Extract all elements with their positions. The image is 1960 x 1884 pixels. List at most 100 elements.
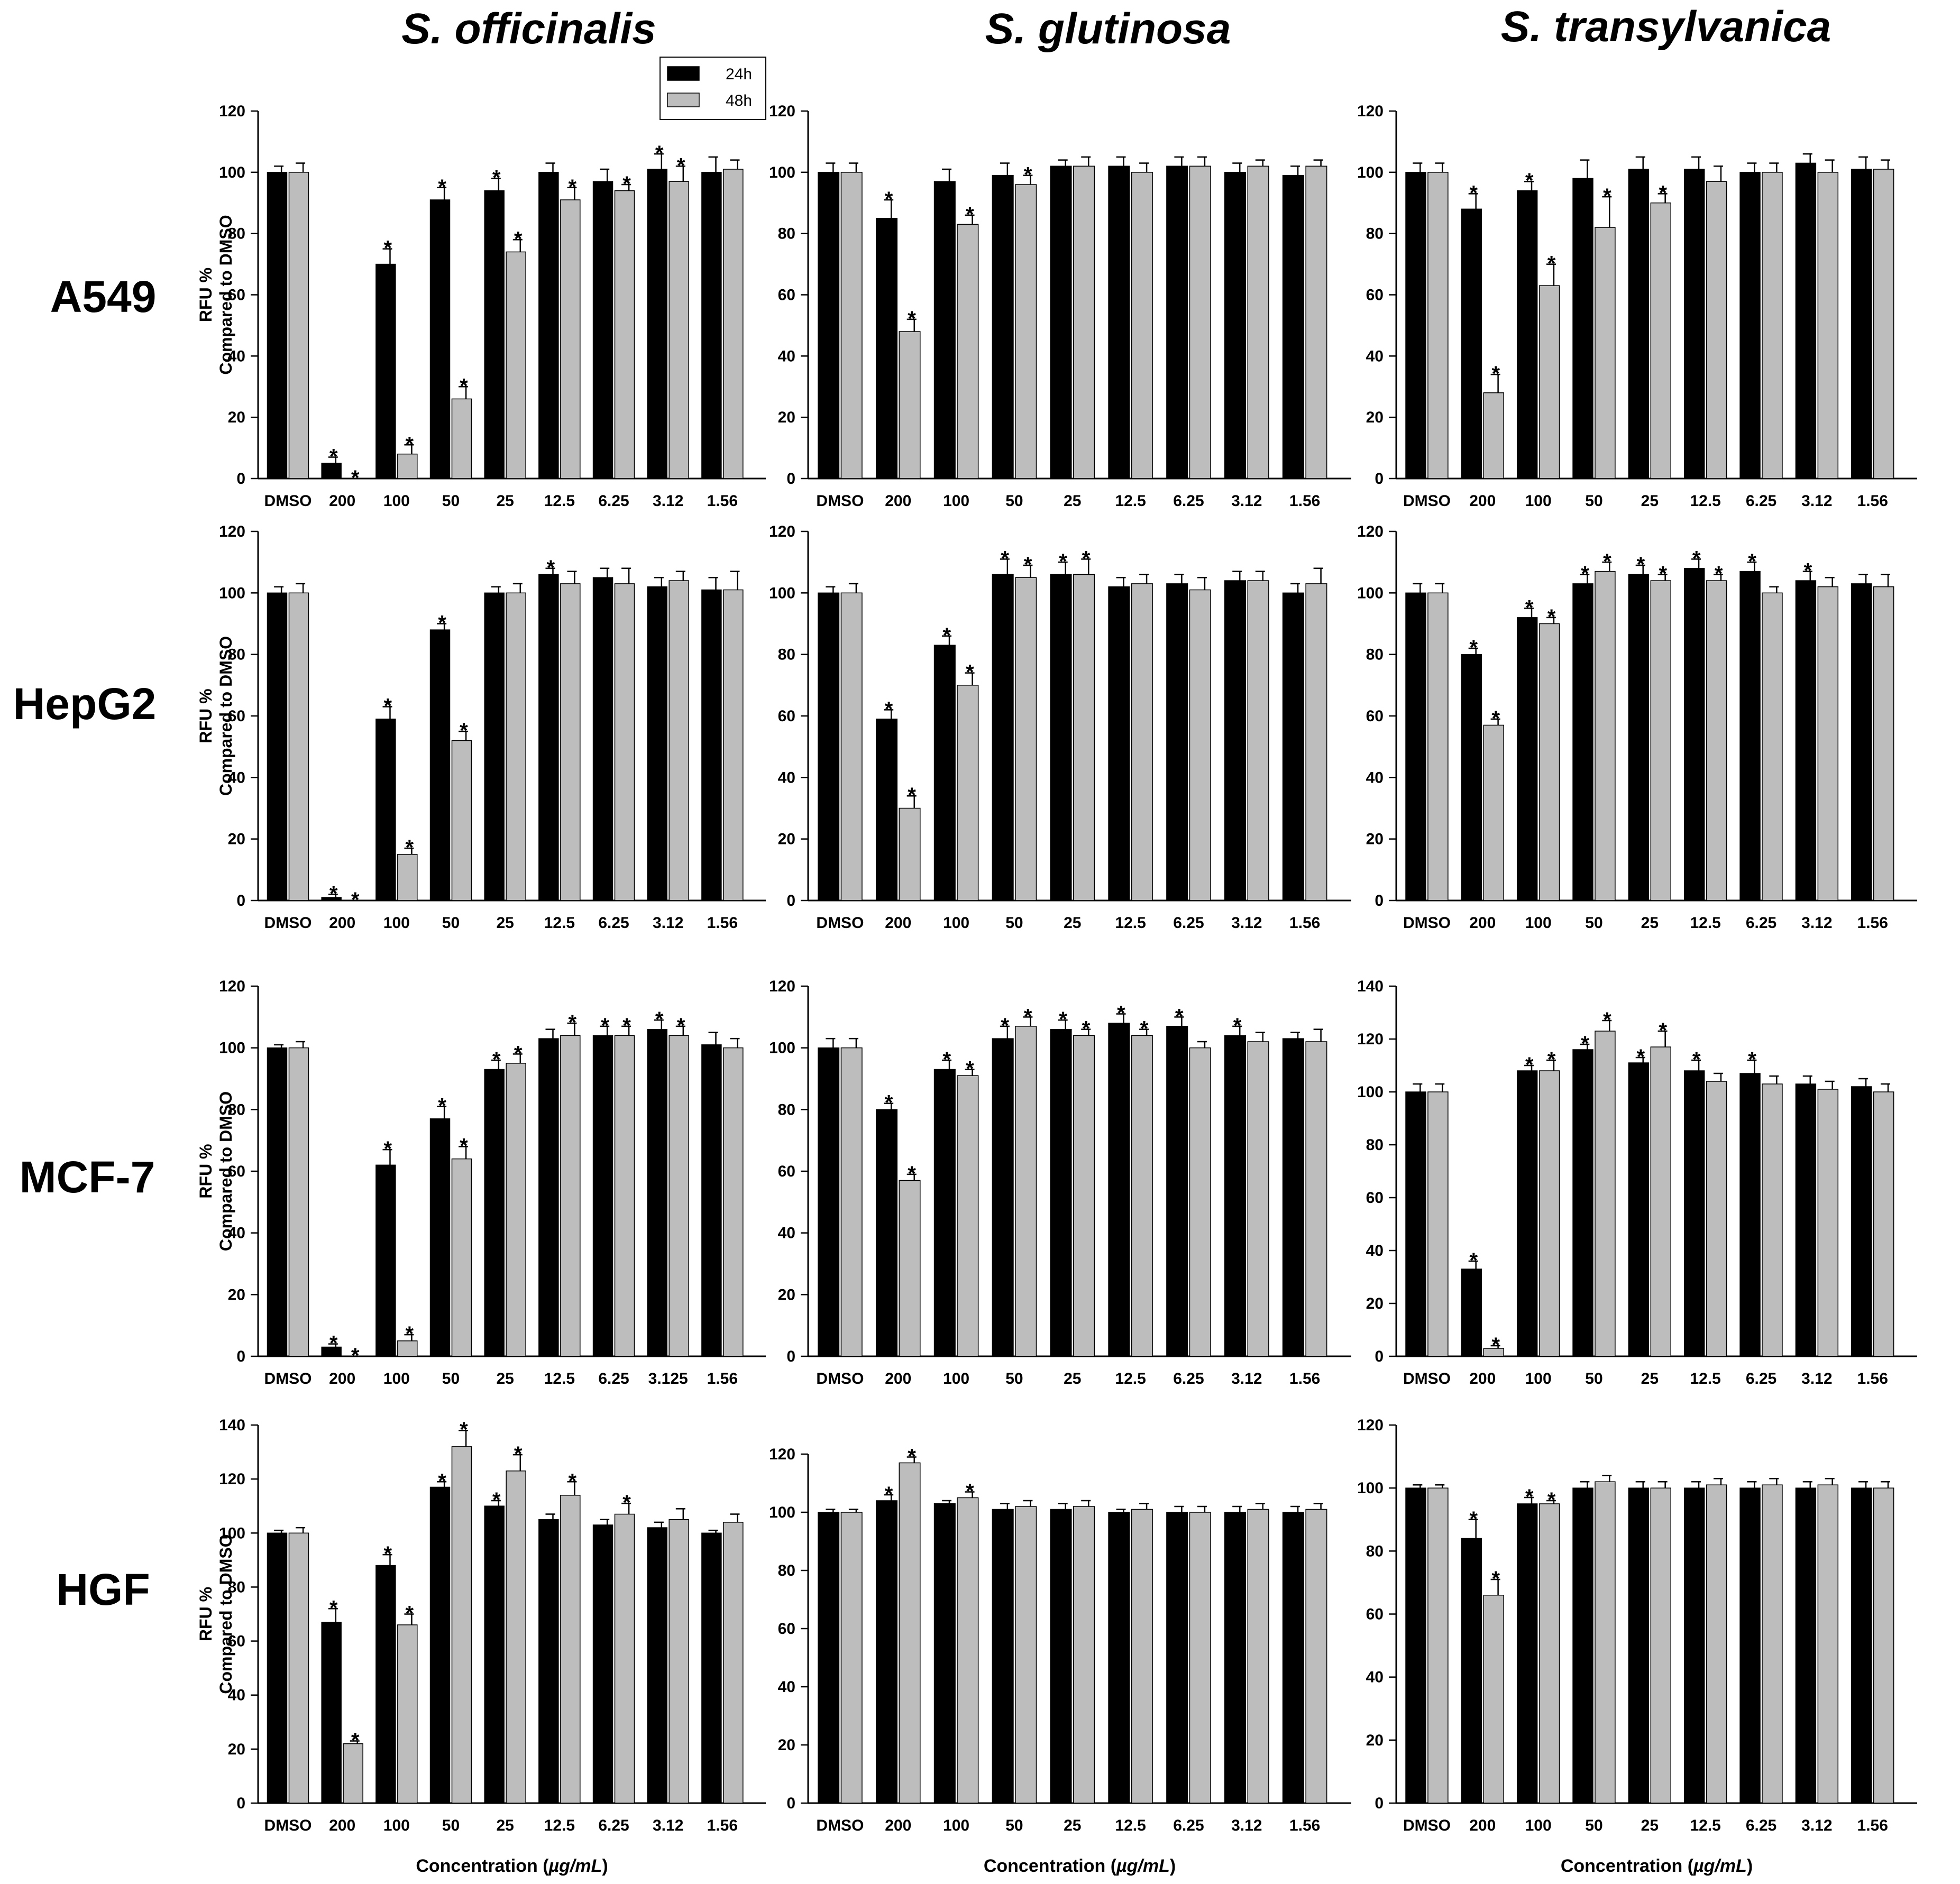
- bar-24h-1-56: [1282, 592, 1304, 901]
- bar-24h-100: [1516, 617, 1538, 901]
- significance-star: *: [460, 374, 468, 398]
- significance-star: *: [569, 176, 577, 199]
- bar-48h-50: [1015, 577, 1037, 901]
- x-tick-label: 1.56: [707, 492, 738, 510]
- x-tick-label: 6.25: [598, 914, 629, 932]
- significance-star: *: [492, 1048, 501, 1071]
- bar-48h-3-12: [1247, 1041, 1269, 1357]
- bar-48h-12-5: [1706, 181, 1727, 479]
- bar-24h-1-56: [701, 589, 722, 901]
- x-tick-label: 25: [1064, 1817, 1081, 1834]
- cell-line-labels: A549 HepG2 MCF-7 HGF: [13, 272, 157, 1614]
- panel-s-transylvanica-hgf: 0 20 40 60 80 100 120 DMSO * * 200 * * 100 50 25 12.5 6.2…: [1357, 1417, 1917, 1876]
- bar-24h-25: [484, 1505, 505, 1804]
- x-tick-label: 50: [1585, 492, 1602, 510]
- y-tick-label: 60: [228, 1163, 245, 1180]
- bar-24h-12-5: [1684, 1487, 1705, 1804]
- x-tick-label: DMSO: [264, 1370, 312, 1387]
- bar-48h-1-56: [723, 169, 744, 479]
- bar-48h-200: [899, 1180, 921, 1357]
- bar-24h-25: [1628, 169, 1650, 479]
- bar-48h-25: [1073, 166, 1095, 479]
- significance-star: *: [677, 154, 685, 177]
- significance-star: *: [1547, 1488, 1556, 1512]
- x-tick-label: 50: [1005, 492, 1023, 510]
- bar-48h-50: [451, 398, 472, 479]
- bar-24h-100: [375, 719, 396, 901]
- y-tick-label: 60: [1366, 1606, 1384, 1623]
- bar-24h-6-25: [1739, 1487, 1761, 1804]
- significance-star: *: [1692, 547, 1701, 570]
- bar-48h-12-5: [560, 583, 581, 901]
- y-tick-label: 0: [786, 1348, 795, 1365]
- bar-48h-dmso: [840, 1512, 863, 1804]
- bar-24h-12-5: [538, 574, 559, 901]
- bar-48h-100: [397, 854, 418, 901]
- y-tick-label: 0: [236, 892, 245, 909]
- bar-24h-1-56: [1282, 1512, 1304, 1804]
- bar-48h-dmso: [288, 1532, 309, 1804]
- significance-star: *: [1491, 1567, 1500, 1591]
- significance-star: *: [1001, 547, 1009, 570]
- significance-star: *: [1603, 185, 1611, 208]
- y-tick-label: 120: [219, 978, 245, 995]
- y-tick-label: 0: [1375, 892, 1384, 909]
- bar-24h-12-5: [538, 172, 559, 479]
- x-tick-label: 12.5: [1115, 1370, 1146, 1387]
- y-tick-label: 0: [1375, 1348, 1384, 1365]
- bar-24h-3-12: [647, 169, 667, 479]
- legend-swatch-24h: [667, 66, 700, 81]
- bar-24h-25: [484, 1069, 505, 1357]
- y-tick-label: 120: [769, 523, 795, 540]
- y-axis-label-line1: RFU %: [196, 268, 215, 322]
- y-tick-label: 40: [1366, 1242, 1384, 1260]
- bar-48h-6-25: [614, 1513, 635, 1804]
- bar-48h-100: [397, 453, 418, 479]
- significance-star: *: [908, 307, 916, 330]
- significance-star: *: [438, 1095, 446, 1118]
- x-tick-label: 3.12: [1801, 1370, 1832, 1387]
- y-tick-label: 40: [1366, 769, 1384, 786]
- x-tick-label: 3.12: [1231, 914, 1262, 932]
- x-tick-label: 1.56: [1289, 914, 1320, 932]
- row-label-a549: A549: [50, 272, 157, 321]
- bar-24h-50: [1572, 178, 1593, 479]
- y-tick-label: 40: [228, 347, 245, 365]
- significance-star: *: [622, 1014, 631, 1037]
- significance-star: *: [908, 1445, 916, 1468]
- y-tick-label: 100: [1357, 584, 1384, 602]
- x-tick-label: 12.5: [1690, 914, 1720, 932]
- bar-24h-6-25: [592, 181, 613, 479]
- bar-24h-6-25: [1739, 172, 1761, 479]
- bar-48h-1-56: [1873, 586, 1894, 901]
- bar-48h-1-56: [723, 589, 744, 901]
- significance-star: *: [908, 1162, 916, 1185]
- significance-star: *: [1175, 1005, 1184, 1028]
- bar-48h-3-12: [668, 181, 689, 479]
- y-tick-label: 0: [1375, 1795, 1384, 1812]
- y-tick-label: 40: [778, 1678, 795, 1696]
- panel-s-glutinosa-hepg2: 0 20 40 60 80 100 120 DMSO * * 200 * * 100 * * 50 * * 25 12.…: [769, 523, 1351, 932]
- x-tick-label: 50: [442, 492, 460, 510]
- x-tick-label: 3.12: [1801, 1817, 1832, 1834]
- bar-48h-25: [506, 592, 526, 901]
- y-tick-label: 60: [778, 1163, 795, 1180]
- y-tick-label: 0: [236, 470, 245, 488]
- bar-24h-12-5: [1684, 169, 1705, 479]
- bar-24h-200: [875, 1500, 898, 1804]
- x-tick-label: 200: [1469, 1817, 1496, 1834]
- x-tick-label: 1.56: [1857, 1817, 1888, 1834]
- x-tick-label: 25: [1641, 492, 1659, 510]
- x-tick-label: DMSO: [264, 914, 312, 932]
- significance-star: *: [908, 784, 916, 807]
- y-tick-label: 80: [778, 646, 795, 664]
- bar-48h-3-12: [1817, 1089, 1839, 1357]
- y-tick-label: 120: [1357, 103, 1384, 120]
- y-tick-label: 120: [769, 1446, 795, 1463]
- bar-24h-12-5: [1108, 166, 1130, 479]
- x-tick-label: 100: [1525, 492, 1552, 510]
- bar-48h-1-56: [1305, 583, 1327, 901]
- bar-48h-100: [957, 685, 979, 901]
- significance-star: *: [1547, 252, 1556, 275]
- bar-24h-50: [992, 1038, 1014, 1357]
